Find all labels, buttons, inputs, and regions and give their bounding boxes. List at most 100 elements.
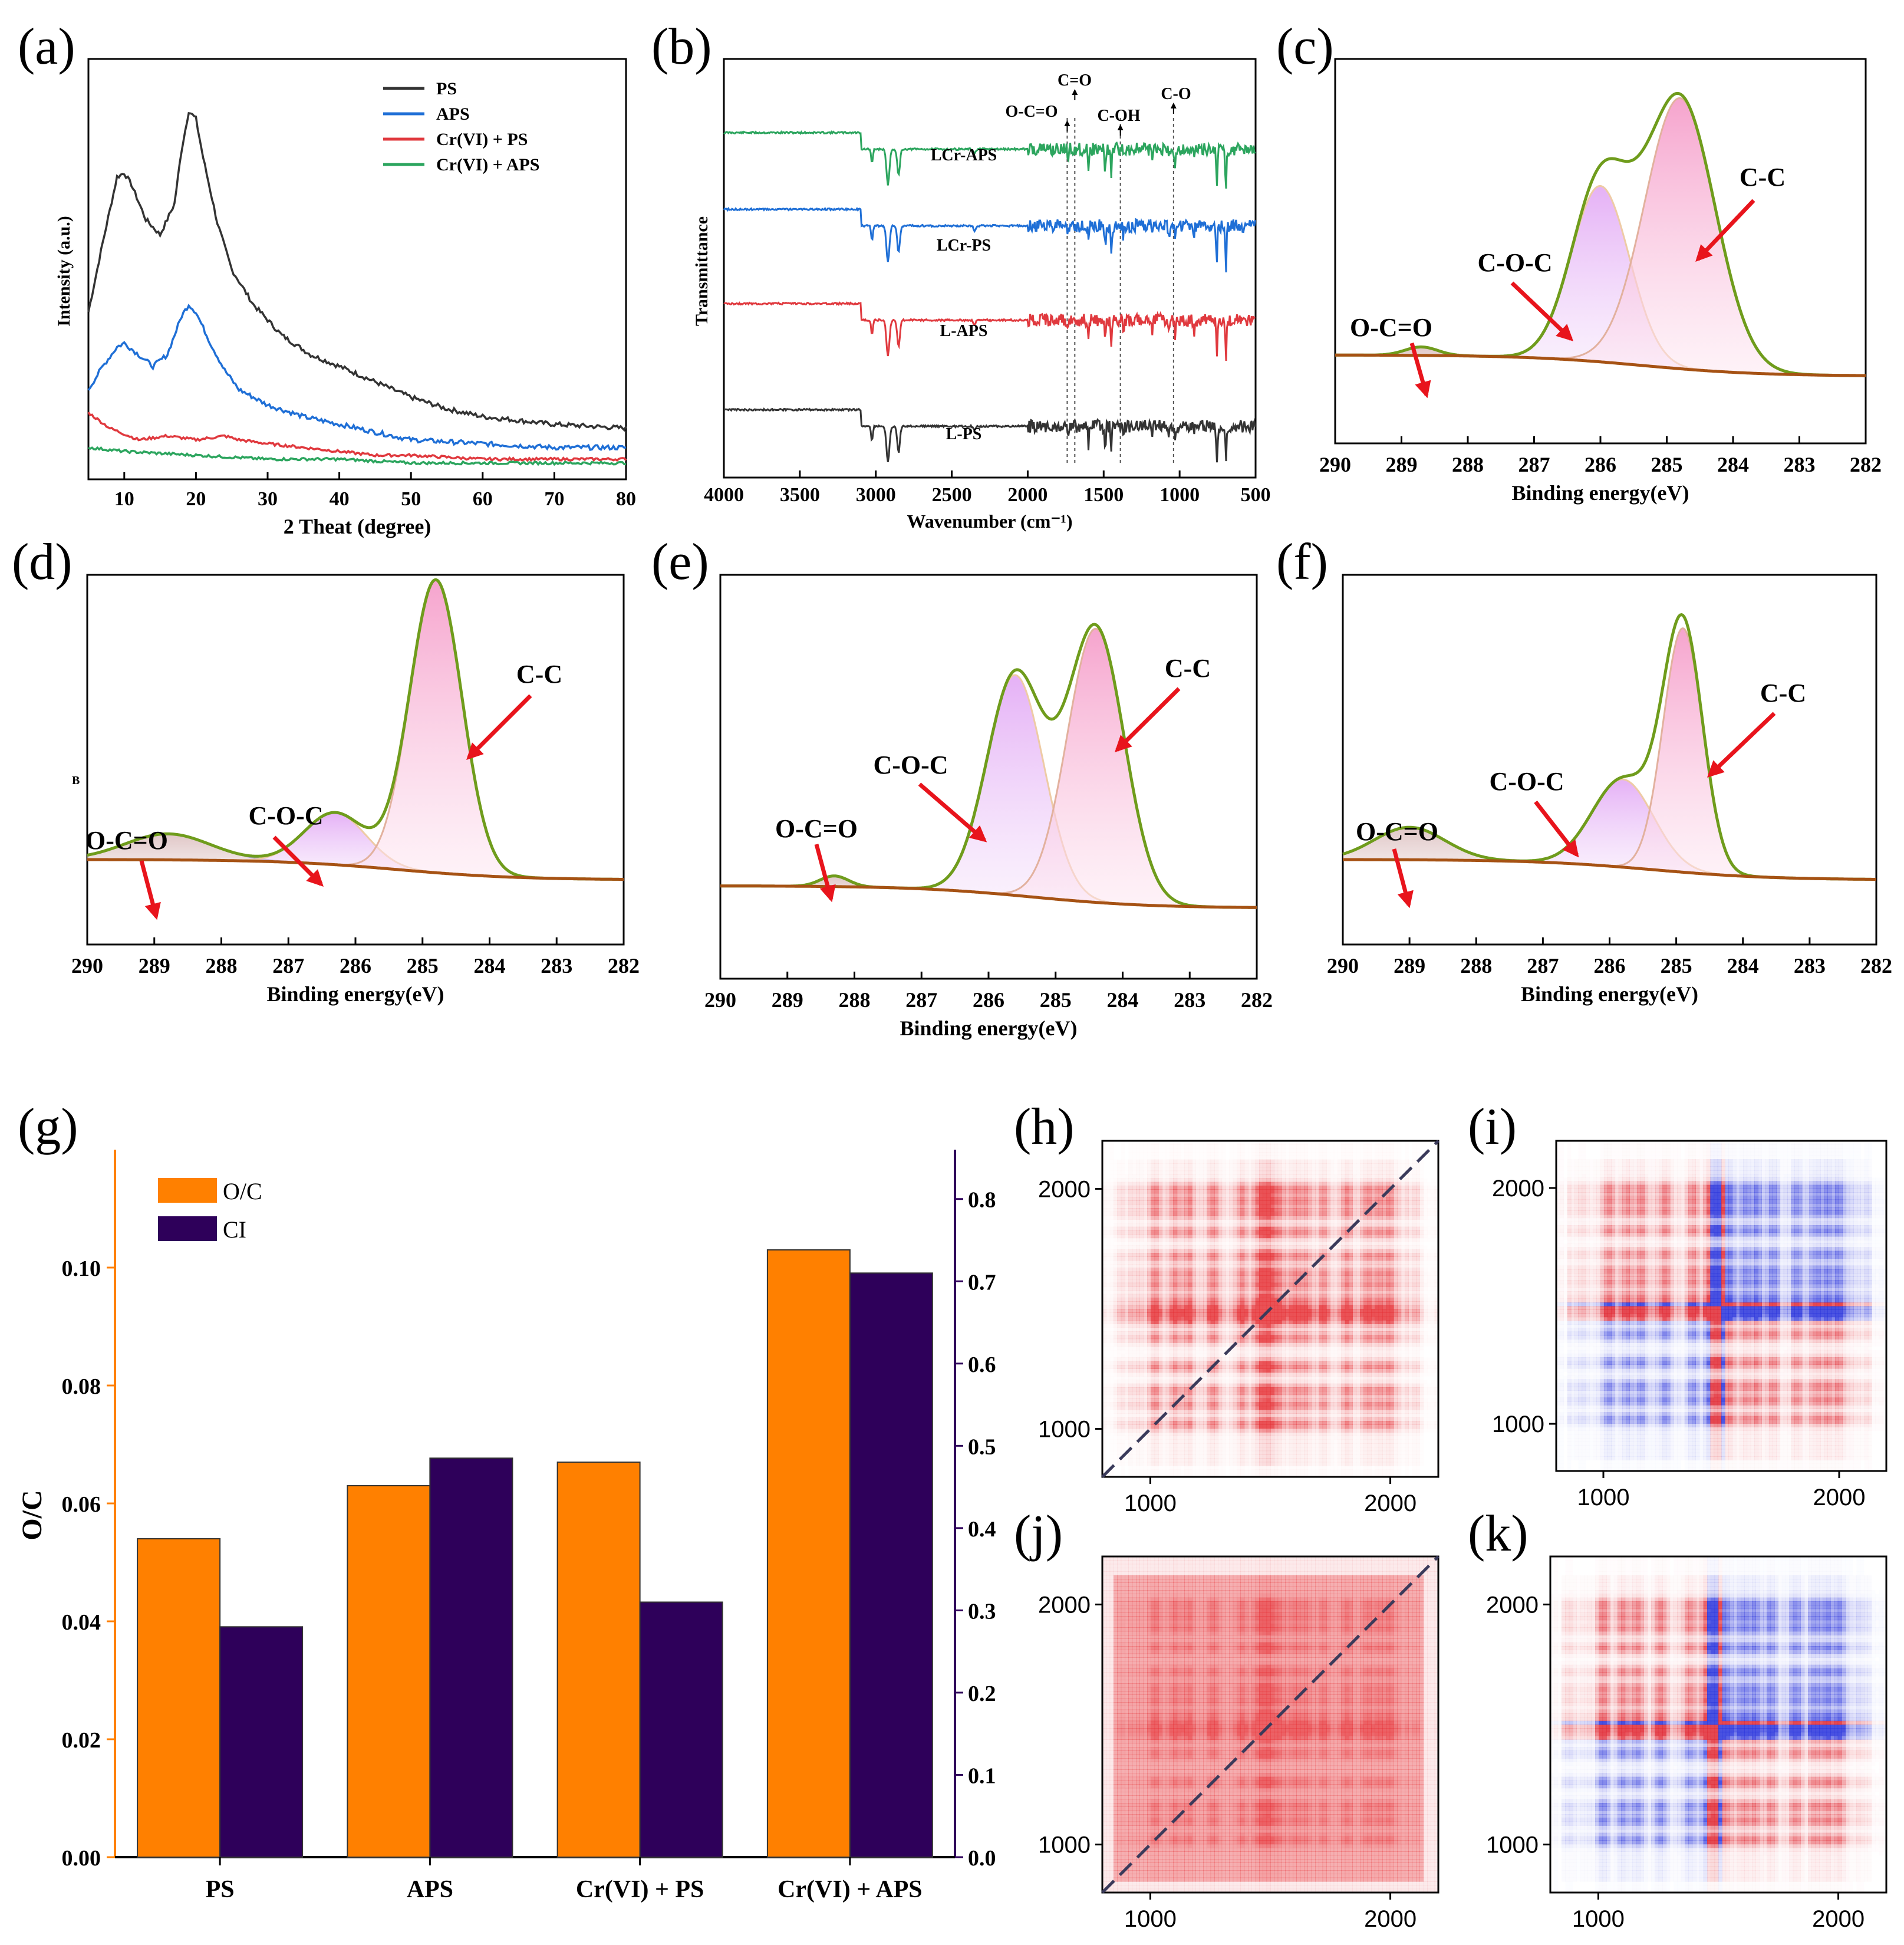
heatmap-cell (1226, 1432, 1230, 1436)
heatmap-cell (1222, 1320, 1226, 1324)
heatmap-cell (1177, 1406, 1181, 1410)
heatmap-cell (1155, 1219, 1159, 1223)
heatmap-cell (1226, 1309, 1230, 1313)
heatmap-cell (1144, 1320, 1148, 1324)
heatmap-cell (1259, 1223, 1263, 1227)
heatmap-cell (1147, 1200, 1151, 1204)
heatmap-cell (1259, 1148, 1263, 1153)
heatmap-cell (1293, 1458, 1297, 1462)
heatmap-cell (1270, 1275, 1274, 1279)
heatmap-cell (1155, 1458, 1159, 1462)
heatmap-cell (1170, 1447, 1174, 1451)
heatmap-cell (1233, 1148, 1237, 1153)
heatmap-cell (1151, 1440, 1155, 1444)
heatmap-cell (1110, 1204, 1114, 1209)
heatmap-cell (1110, 1424, 1114, 1429)
heatmap-cell (1237, 1290, 1241, 1294)
heatmap-cell (1211, 1264, 1215, 1268)
heatmap-cell (1151, 1309, 1155, 1313)
heatmap-cell (1240, 1286, 1244, 1291)
heatmap-cell (1114, 1417, 1118, 1421)
heatmap-cell (1289, 1238, 1293, 1242)
heatmap-cell (1200, 1193, 1204, 1197)
heatmap-cell (1136, 1275, 1140, 1279)
heatmap-cell (1170, 1454, 1174, 1459)
heatmap-cell (1263, 1182, 1267, 1186)
heatmap-cell (1121, 1200, 1125, 1204)
heatmap-cell (1106, 1219, 1110, 1223)
heatmap-cell (1282, 1312, 1286, 1317)
heatmap-cell (1177, 1368, 1181, 1373)
heatmap-cell (1259, 1268, 1263, 1272)
heatmap-cell (1207, 1189, 1211, 1193)
heatmap-cell (1278, 1186, 1282, 1190)
heatmap-cell (1125, 1413, 1129, 1417)
heatmap-cell (1121, 1387, 1125, 1391)
heatmap-cell (1192, 1156, 1196, 1160)
xtick-label: 290 (704, 988, 736, 1012)
heatmap-cell (1207, 1186, 1211, 1190)
heatmap-cell (1139, 1350, 1144, 1354)
heatmap-cell (1207, 1432, 1211, 1436)
heatmap-cell (1117, 1331, 1121, 1335)
heatmap-cell (1207, 1290, 1211, 1294)
heatmap-cell (1117, 1249, 1121, 1253)
heatmap-cell (1125, 1342, 1129, 1347)
heatmap-cell (1278, 1144, 1282, 1148)
heatmap-cell (1233, 1365, 1237, 1369)
heatmap-cell (1211, 1167, 1215, 1171)
heatmap-cell (1259, 1160, 1263, 1164)
heatmap-cell (1121, 1342, 1125, 1347)
heatmap-cell (1218, 1249, 1222, 1253)
heatmap-cell (1267, 1238, 1271, 1242)
heatmap-cell (1173, 1223, 1177, 1227)
heatmap-cell (1184, 1458, 1188, 1462)
heatmap-cell (1248, 1451, 1252, 1455)
heatmap-cell (1285, 1380, 1289, 1384)
heatmap-cell (1293, 1387, 1297, 1391)
heatmap-cell (1139, 1469, 1144, 1473)
heatmap-cell (1244, 1469, 1249, 1473)
heatmap-cell (1207, 1440, 1211, 1444)
heatmap-cell (1166, 1171, 1170, 1175)
heatmap-cell (1233, 1380, 1237, 1384)
heatmap-cell (1278, 1305, 1282, 1309)
heatmap-cell (1256, 1469, 1260, 1473)
heatmap-cell (1117, 1193, 1121, 1197)
heatmap-cell (1170, 1167, 1174, 1171)
heatmap-cell (1251, 1264, 1256, 1268)
heatmap-cell (1106, 1451, 1110, 1455)
heatmap-cell (1173, 1167, 1177, 1171)
heatmap-cell (1263, 1406, 1267, 1410)
heatmap-cell (1184, 1301, 1188, 1305)
heatmap-cell (1195, 1148, 1200, 1153)
heatmap-cell (1106, 1272, 1110, 1276)
heatmap-cell (1144, 1454, 1148, 1459)
heatmap-cell (1263, 1163, 1267, 1167)
heatmap-cell (1218, 1200, 1222, 1204)
heatmap-cell (1218, 1346, 1222, 1350)
heatmap-cell (1278, 1365, 1282, 1369)
heatmap-cell (1251, 1398, 1256, 1403)
heatmap-cell (1282, 1331, 1286, 1335)
heatmap-cell (1177, 1238, 1181, 1242)
heatmap-cell (1188, 1317, 1193, 1321)
heatmap-cell (1125, 1245, 1129, 1249)
heatmap-cell (1296, 1466, 1300, 1470)
heatmap-cell (1214, 1376, 1218, 1380)
heatmap-cell (1248, 1219, 1252, 1223)
heatmap-cell (1233, 1178, 1237, 1182)
heatmap-cell (1114, 1298, 1118, 1302)
heatmap-cell (1170, 1144, 1174, 1148)
heatmap-cell (1117, 1432, 1121, 1436)
heatmap-cell (1184, 1368, 1188, 1373)
heatmap-cell (1184, 1436, 1188, 1440)
heatmap-cell (1166, 1261, 1170, 1265)
heatmap-cell (1132, 1227, 1137, 1231)
heatmap-cell (1166, 1429, 1170, 1433)
heatmap-cell (1229, 1245, 1233, 1249)
heatmap-cell (1155, 1406, 1159, 1410)
heatmap-cell (1211, 1219, 1215, 1223)
heatmap-cell (1114, 1279, 1118, 1283)
heatmap-cell (1237, 1182, 1241, 1186)
